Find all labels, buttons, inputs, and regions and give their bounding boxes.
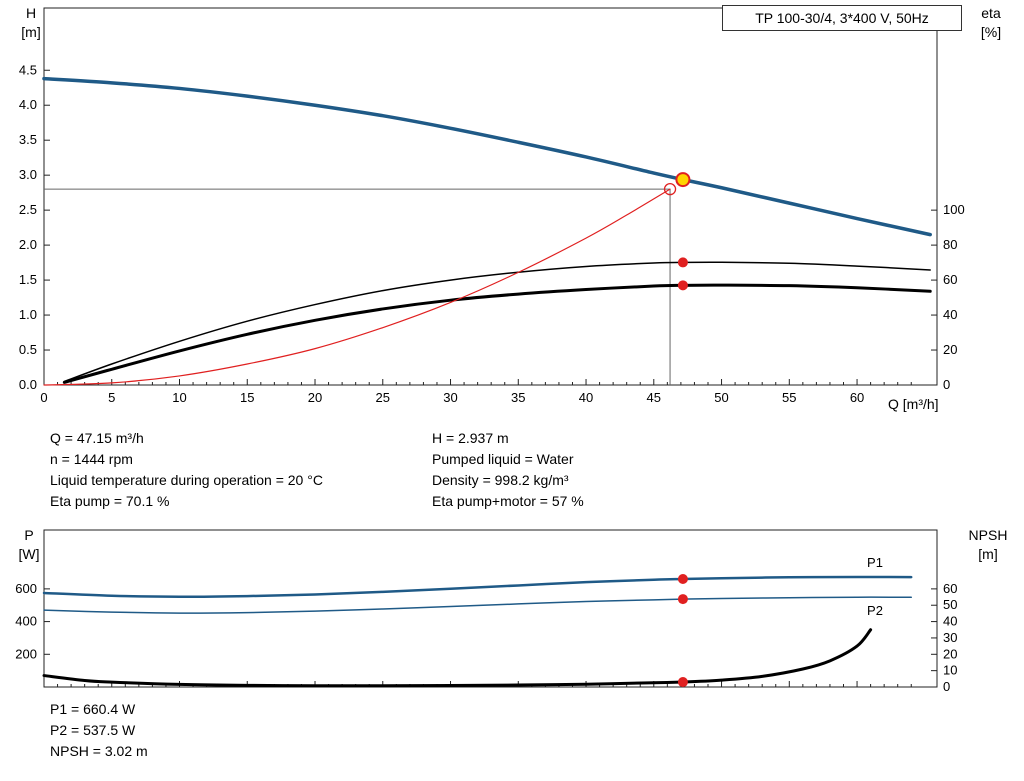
x-tick-label: 30 — [443, 390, 457, 405]
liquid-temperature-text: Liquid temperature during operation = 20… — [50, 472, 323, 488]
y-right-tick-label: 0 — [943, 377, 950, 392]
y-right-tick-label: 40 — [943, 614, 957, 629]
x-tick-label: 35 — [511, 390, 525, 405]
npsh-text: NPSH = 3.02 m — [50, 743, 148, 759]
eta-axis-title-line1: eta — [981, 5, 1001, 21]
y-left-tick-label: 2.0 — [19, 237, 37, 252]
head-axis-title-line1: H — [25, 5, 37, 21]
pump-type-title-box: TP 100-30/4, 3*400 V, 50Hz — [722, 5, 962, 31]
y-left-tick-label: 0.0 — [19, 377, 37, 392]
curve-pump-curve-H — [42, 76, 932, 237]
x-tick-label: 45 — [647, 390, 661, 405]
y-right-tick-label: 0 — [943, 679, 950, 694]
pump-type-label: TP 100-30/4, 3*400 V, 50Hz — [755, 10, 929, 26]
y-left-tick-label: 0.5 — [19, 342, 37, 357]
operating-point-dot — [677, 280, 688, 291]
y-left-tick-label: 1.0 — [19, 307, 37, 322]
y-right-tick-label: 50 — [943, 597, 957, 612]
p1-text: P1 = 660.4 W — [50, 701, 136, 717]
flow-axis-title: Q [m³/h] — [888, 396, 939, 412]
npsh-axis-title-line1: NPSH — [968, 527, 1008, 543]
curve-NPSH — [42, 628, 873, 688]
y-left-tick-label: 1.5 — [19, 272, 37, 287]
system-intersection-marker — [663, 183, 677, 196]
y-left-tick-label: 2.5 — [19, 202, 37, 217]
plot-frame — [43, 529, 938, 688]
x-tick-label: 20 — [308, 390, 322, 405]
y-left-tick-label: 4.0 — [19, 97, 37, 112]
power-axis-title-line2: [W] — [18, 546, 40, 562]
y-left-tick-label: 400 — [15, 614, 37, 629]
curve-eta-pump-motor — [62, 283, 932, 384]
y-right-tick-label: 80 — [943, 237, 957, 252]
head-axis-title: H [m] — [12, 4, 50, 42]
eta-pump-motor-text: Eta pump+motor = 57 % — [432, 493, 584, 509]
speed-text: n = 1444 rpm — [50, 451, 133, 467]
npsh-axis-title-line2: [m] — [978, 546, 998, 562]
y-left-tick-label: 3.0 — [19, 167, 37, 182]
curve-P2 — [43, 596, 912, 614]
y-left-tick-label: 200 — [15, 646, 37, 661]
density-text: Density = 998.2 kg/m³ — [432, 472, 569, 488]
operating-point-dot — [677, 677, 688, 688]
x-tick-label: 15 — [240, 390, 254, 405]
operating-point-dot — [677, 594, 688, 605]
duty-head-text: H = 2.937 m — [432, 430, 509, 446]
p2-text: P2 = 537.5 W — [50, 722, 136, 738]
duty-flow-text: Q = 47.15 m³/h — [50, 430, 144, 446]
curve-eta-pump — [63, 261, 931, 383]
power-info-block: P1 = 660.4 W P2 = 537.5 W NPSH = 3.02 m — [50, 699, 148, 762]
y-right-tick-label: 10 — [943, 663, 957, 678]
eta-axis-title-line2: [%] — [980, 24, 1002, 40]
x-tick-label: 50 — [714, 390, 728, 405]
power-axis-title-line1: P — [24, 527, 34, 543]
x-tick-label: 40 — [579, 390, 593, 405]
duty-info-left-column: Q = 47.15 m³/h n = 1444 rpm Liquid tempe… — [50, 428, 323, 512]
x-tick-label: 10 — [172, 390, 186, 405]
curve-system-curve — [43, 188, 671, 386]
eta-pump-text: Eta pump = 70.1 % — [50, 493, 170, 509]
x-tick-label: 0 — [40, 390, 47, 405]
y-left-tick-label: 600 — [15, 581, 37, 596]
y-right-tick-label: 30 — [943, 630, 957, 645]
series-label-P1: P1 — [867, 555, 883, 570]
operating-point-dot — [677, 573, 688, 584]
duty-info-right-column: H = 2.937 m Pumped liquid = Water Densit… — [432, 428, 584, 512]
x-tick-label: 25 — [376, 390, 390, 405]
y-left-tick-label: 3.5 — [19, 132, 37, 147]
eta-axis-title: eta [%] — [966, 4, 1016, 42]
curve-P1 — [42, 575, 913, 598]
chart-head-eta: 0 5 10 15 20 25 30 35 40 45 50 55 60 0.0 0.5 1.0 1.5 2.0 2… — [19, 7, 965, 405]
y-right-tick-label: 60 — [943, 272, 957, 287]
y-left-tick-label: 4.5 — [19, 62, 37, 77]
duty-point-marker[interactable] — [675, 172, 691, 188]
y-right-tick-label: 40 — [943, 307, 957, 322]
y-right-tick-label: 60 — [943, 581, 957, 596]
head-axis-title-line2: [m] — [21, 24, 41, 40]
series-label-P2: P2 — [867, 603, 883, 618]
x-tick-label: 60 — [850, 390, 864, 405]
operating-point-dot — [677, 257, 688, 268]
npsh-axis-title: NPSH [m] — [958, 526, 1018, 564]
y-right-tick-label: 20 — [943, 342, 957, 357]
y-right-tick-label: 100 — [943, 202, 965, 217]
y-right-tick-label: 20 — [943, 646, 957, 661]
plot-frame — [43, 7, 938, 386]
pumped-liquid-text: Pumped liquid = Water — [432, 451, 574, 467]
x-tick-label: 55 — [782, 390, 796, 405]
x-tick-label: 5 — [108, 390, 115, 405]
power-axis-title: P [W] — [8, 526, 50, 564]
